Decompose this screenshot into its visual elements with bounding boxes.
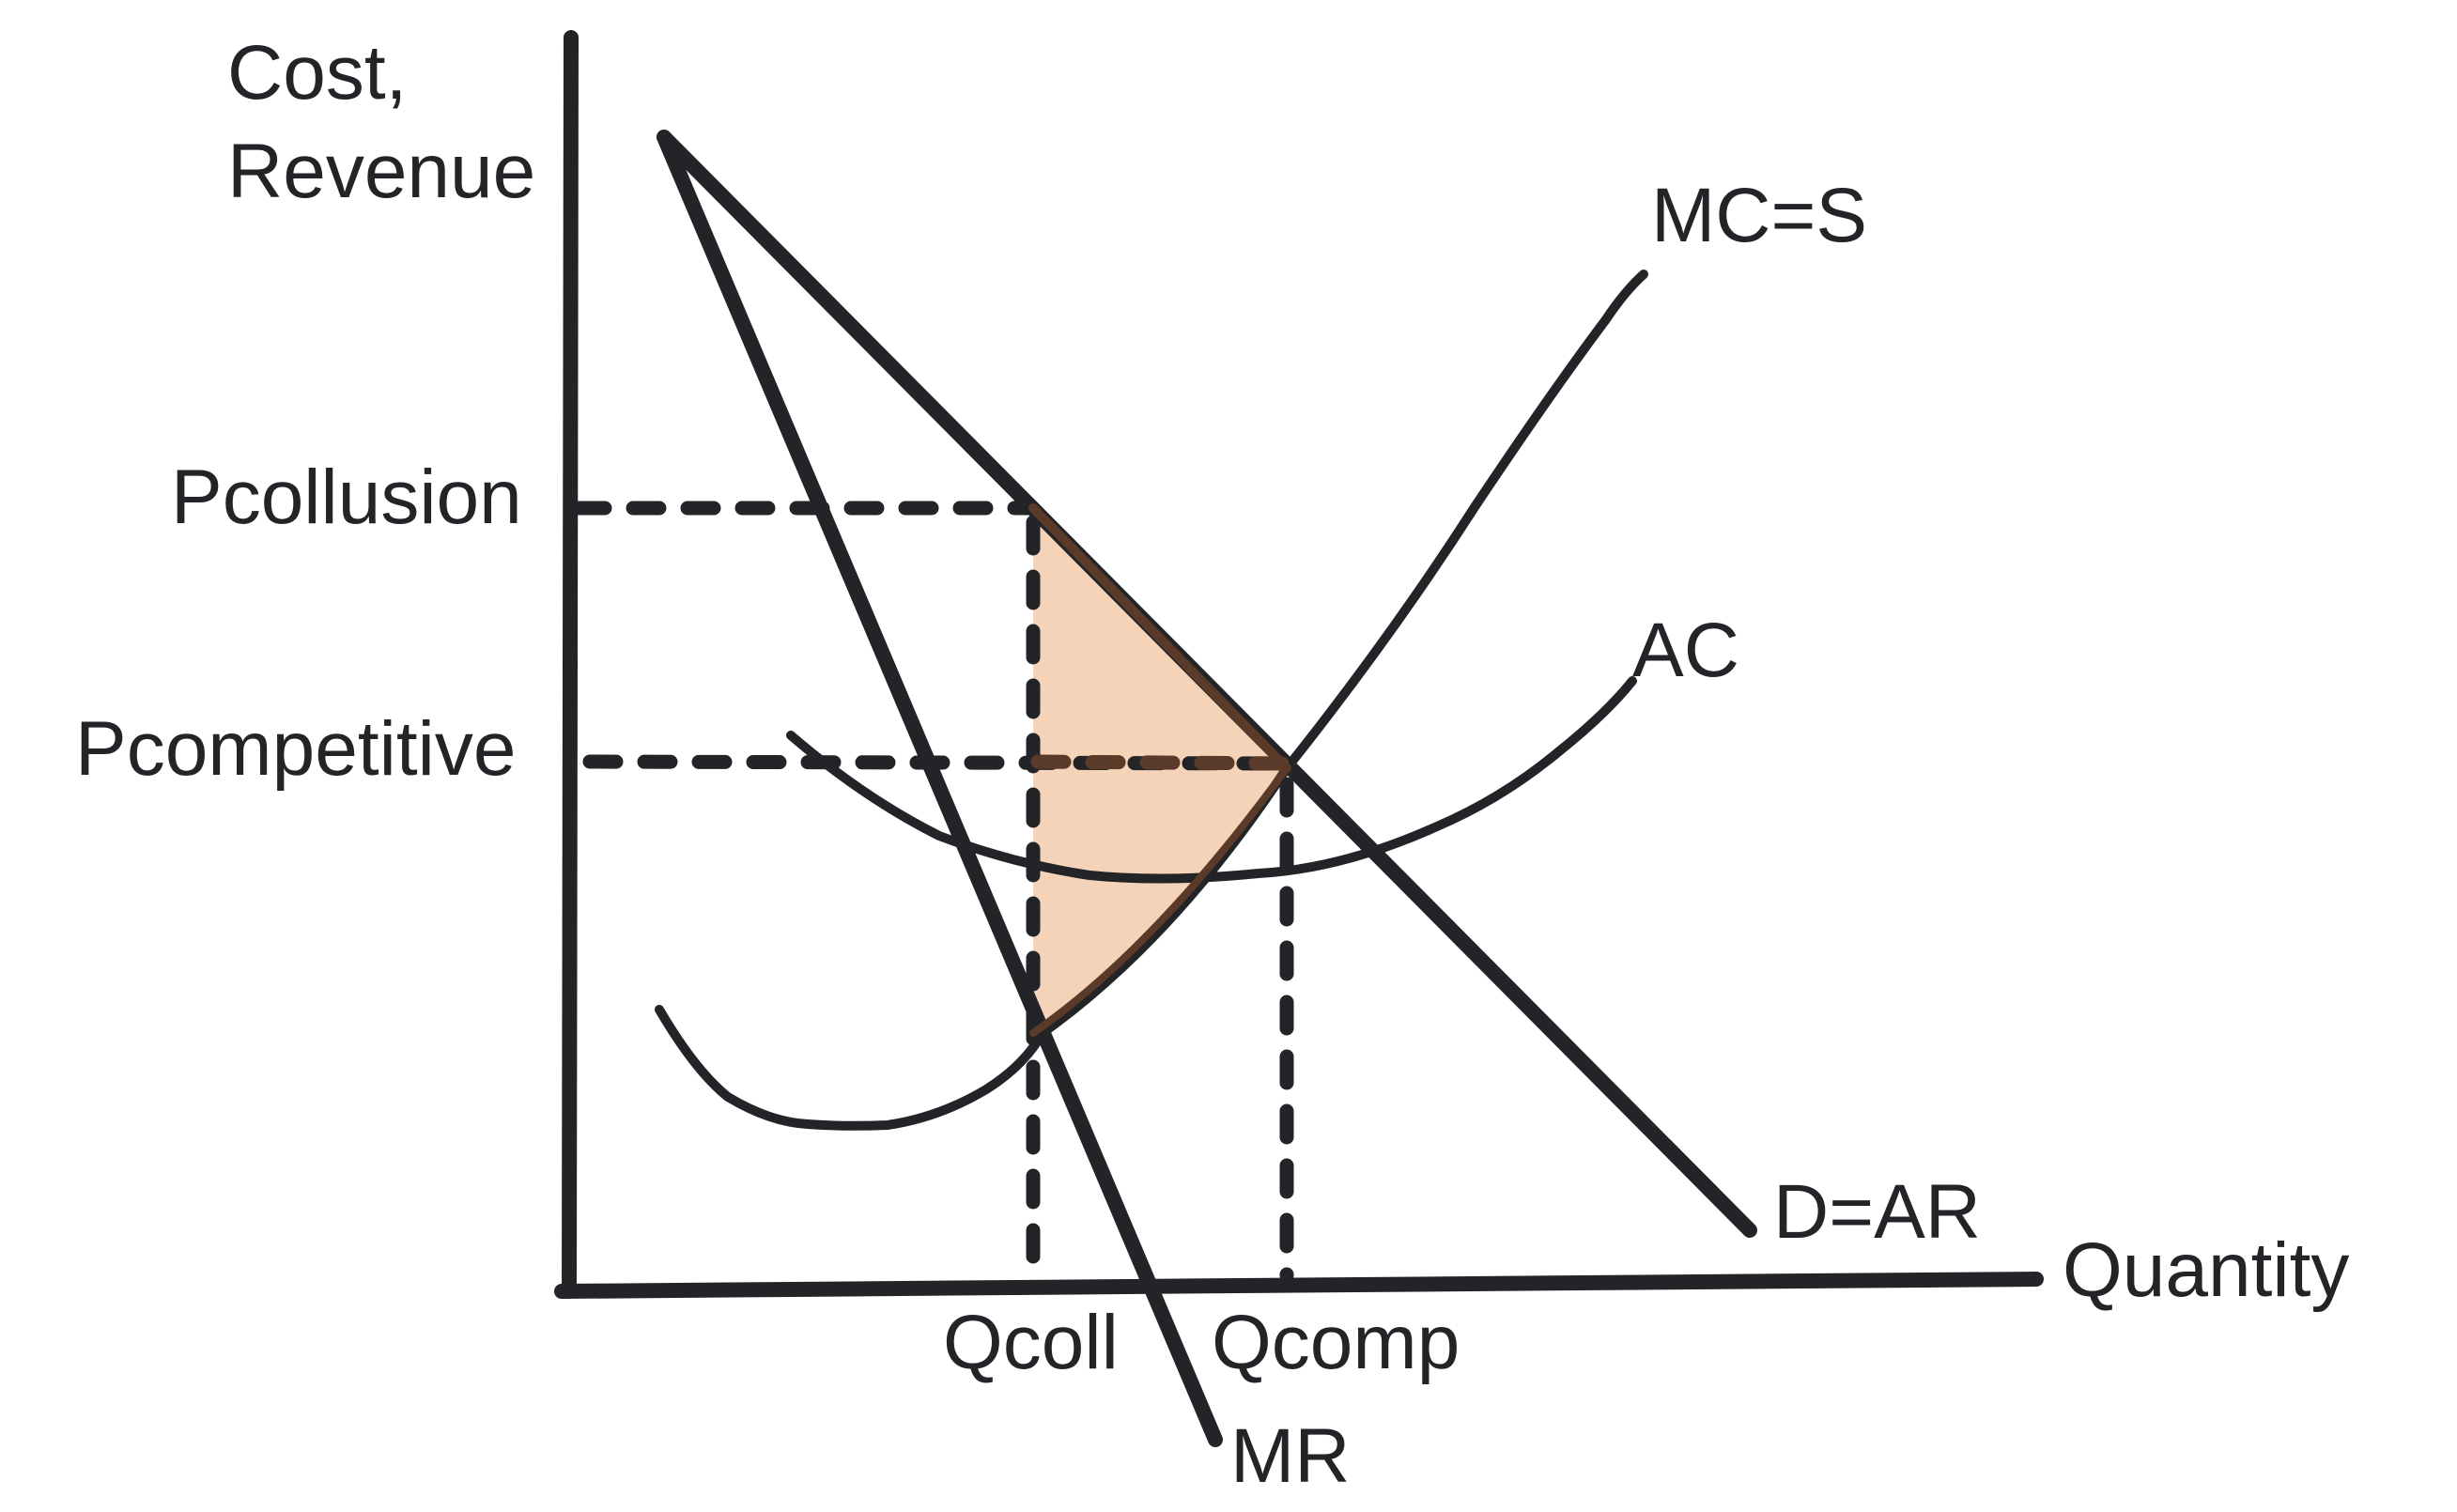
marginal-cost-curve <box>655 270 1648 1131</box>
p-collusion-label: Pcollusion <box>171 455 522 540</box>
x-axis <box>554 1272 2044 1299</box>
deadweight-loss-edge-demand <box>1028 503 1291 773</box>
y-axis <box>562 30 579 1299</box>
deadweight-loss-edge-competitive-price <box>1030 754 1292 771</box>
y-axis-label-line2: Revenue <box>227 129 535 214</box>
deadweight-loss-area <box>1033 508 1287 1033</box>
q-competitive-label: Qcomp <box>1212 1300 1460 1385</box>
y-axis-label-line1: Cost, <box>227 30 407 116</box>
x-axis-label: Quantity <box>2063 1227 2349 1313</box>
demand-curve-label: D=AR <box>1773 1169 1981 1255</box>
p-competitive-label: Pcompetitive <box>75 706 516 792</box>
mr-curve-label: MR <box>1230 1413 1351 1499</box>
deadweight-loss-edge-mc <box>1029 764 1290 1037</box>
mc-curve-label: MC=S <box>1651 173 1867 258</box>
average-cost-curve <box>786 676 1637 884</box>
p-competitive-guide <box>582 754 1292 771</box>
marginal-revenue-curve <box>657 130 1223 1447</box>
q-collusion-label: Qcoll <box>943 1300 1119 1385</box>
ac-curve-label: AC <box>1632 608 1739 693</box>
